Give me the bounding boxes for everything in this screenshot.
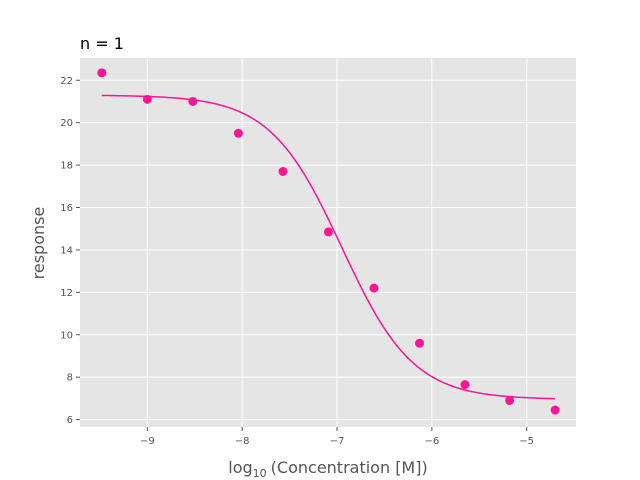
data-point <box>415 338 425 348</box>
y-tick-label: 12 <box>60 288 73 299</box>
data-point <box>233 128 243 138</box>
data-points <box>97 68 560 415</box>
y-axis-label: response <box>29 207 48 280</box>
data-point <box>188 96 198 106</box>
x-axis-label: log10 (Concentration [M]) <box>228 458 427 480</box>
plot-background <box>80 58 576 427</box>
ticks: −9 −8 −7 −6 −5 6 8 10 12 14 16 18 20 22 <box>60 76 534 447</box>
data-point <box>550 405 560 415</box>
fit-curve <box>101 94 556 400</box>
y-tick-label: 16 <box>60 203 73 214</box>
y-tick-label: 8 <box>67 373 73 384</box>
data-point <box>505 395 515 405</box>
data-point <box>278 166 288 176</box>
y-tick-label: 22 <box>60 76 73 87</box>
chart-title: n = 1 <box>80 34 124 53</box>
x-axis-label-subscript: 10 <box>253 467 267 480</box>
x-tick-label: −6 <box>424 436 439 447</box>
grid <box>80 58 576 427</box>
x-tick-label: −7 <box>330 436 345 447</box>
x-axis-label-base: log <box>228 458 252 477</box>
y-tick-label: 14 <box>60 245 73 256</box>
data-point <box>369 283 379 293</box>
y-tick-label: 6 <box>67 415 73 426</box>
y-tick-label: 18 <box>60 161 73 172</box>
x-tick-label: −8 <box>235 436 250 447</box>
data-point <box>97 68 107 78</box>
data-point <box>460 380 470 390</box>
y-tick-label: 20 <box>60 118 73 129</box>
x-tick-label: −5 <box>519 436 534 447</box>
x-axis-label-rest: (Concentration [M]) <box>271 458 428 477</box>
y-tick-label: 10 <box>60 330 73 341</box>
data-point <box>323 227 333 237</box>
data-point <box>142 94 152 104</box>
x-tick-label: −9 <box>140 436 155 447</box>
